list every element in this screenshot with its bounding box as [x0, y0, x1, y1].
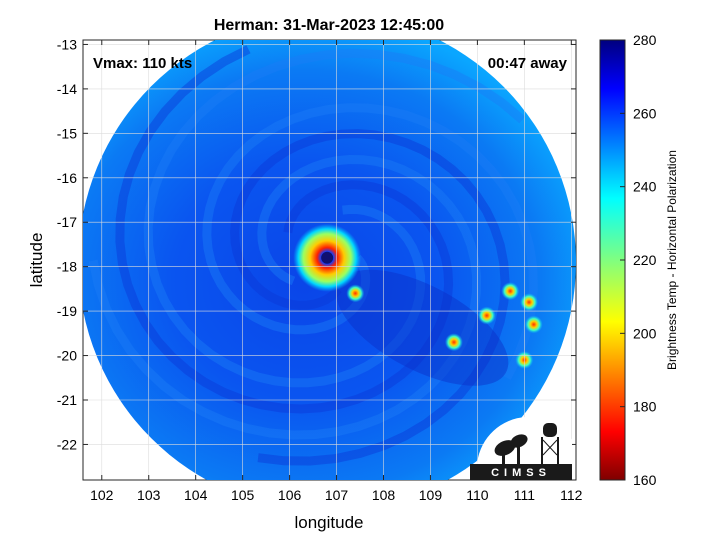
y-tick-label: -21: [57, 392, 77, 408]
y-axis-ticks: -13 -14 -15 -16 -17 -18 -19 -20 -21 -22: [57, 36, 576, 452]
cimss-logo: CIMSS: [470, 416, 572, 480]
x-tick-label: 106: [278, 487, 302, 503]
colorbar-tick-label: 280: [633, 32, 657, 48]
convective-cell: [520, 293, 539, 312]
x-tick-label: 111: [514, 487, 535, 503]
storm-eye: [321, 251, 334, 264]
chart-title: Herman: 31-Mar-2023 12:45:00: [214, 17, 444, 34]
y-tick-label: -20: [57, 348, 77, 364]
x-tick-label: 110: [466, 487, 489, 503]
colorbar-tick-label: 220: [633, 252, 657, 268]
brightness-temperature-swath: [83, 40, 576, 480]
rainband: [230, 129, 510, 466]
y-tick-label: -13: [57, 36, 77, 52]
convective-cell: [477, 306, 496, 325]
x-tick-label: 104: [184, 487, 208, 503]
cold-region: [335, 269, 509, 386]
x-tick-label: 105: [231, 487, 255, 503]
x-tick-label: 103: [137, 487, 161, 503]
convective-cell: [501, 282, 520, 301]
y-tick-label: -17: [57, 214, 77, 230]
time-away-annotation: 00:47 away: [488, 55, 568, 72]
x-axis-label: longitude: [294, 513, 363, 532]
cimss-logo-text: CIMSS: [491, 467, 551, 479]
y-axis-label: latitude: [27, 233, 46, 288]
vmax-annotation: Vmax: 110 kts: [93, 55, 192, 72]
x-tick-label: 102: [90, 487, 114, 503]
x-tick-label: 108: [372, 487, 396, 503]
convective-cell: [346, 284, 365, 303]
y-tick-label: -15: [57, 125, 77, 141]
colorbar-tick-label: 180: [633, 399, 657, 415]
colorbar-label: Brightness Temp - Horizontal Polarizatio…: [665, 150, 679, 370]
y-tick-label: -22: [57, 436, 77, 452]
colorbar-tick-label: 240: [633, 179, 657, 195]
x-tick-label: 107: [325, 487, 349, 503]
rainband: [115, 45, 454, 414]
grid-lines: [83, 40, 576, 480]
convective-cell: [444, 333, 463, 352]
colorbar-tick-label: 160: [633, 472, 657, 488]
rainband: [88, 154, 482, 440]
x-tick-label: 109: [419, 487, 443, 503]
colorbar-tick-label: 200: [633, 325, 657, 341]
y-tick-label: -19: [57, 303, 77, 319]
convective-cell: [524, 315, 543, 334]
x-tick-label: 112: [560, 487, 583, 503]
y-tick-label: -18: [57, 259, 77, 275]
y-tick-label: -16: [57, 170, 77, 186]
rainband: [143, 48, 526, 388]
colorbar-ticks: 160 180 200 220 240 260 280: [620, 32, 657, 488]
colorbar-tick-label: 260: [633, 105, 657, 121]
y-tick-label: -14: [57, 81, 77, 97]
